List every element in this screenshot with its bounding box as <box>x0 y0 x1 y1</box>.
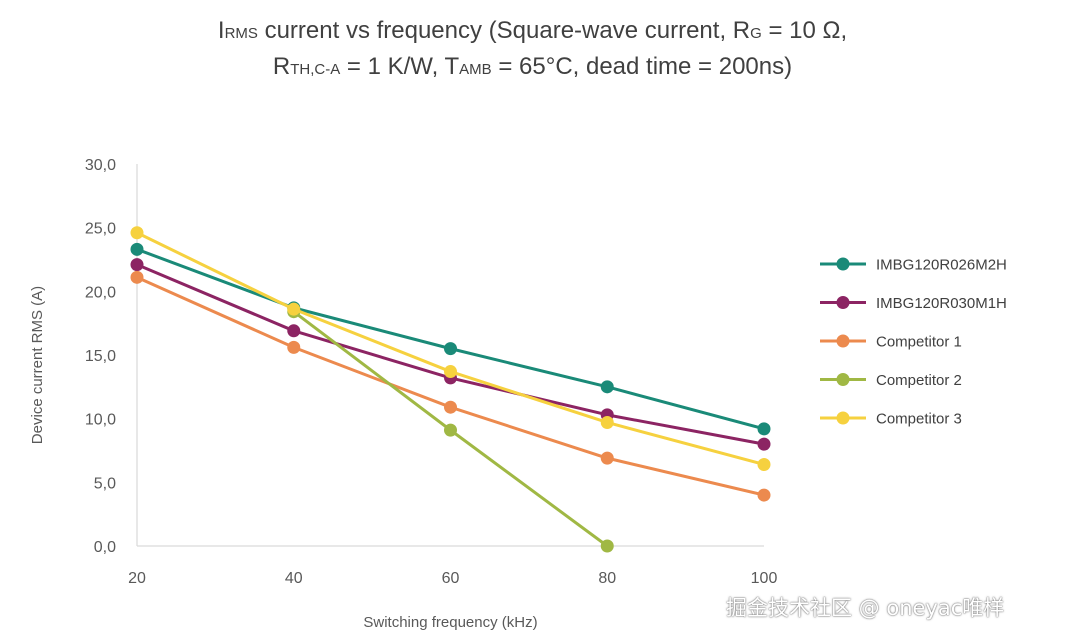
legend-item: Competitor 1 <box>820 334 962 351</box>
x-tick-label: 60 <box>442 570 460 587</box>
legend-label: Competitor 2 <box>876 372 962 389</box>
legend: IMBG120R026M2H IMBG120R030M1H Competitor 1… <box>820 257 1007 428</box>
chart-title: IRMS current vs frequency (Square-wave c… <box>0 14 1065 86</box>
data-point <box>287 340 301 354</box>
legend-label: Competitor 3 <box>876 411 962 428</box>
legend-item: Competitor 2 <box>820 372 962 389</box>
legend-marker <box>836 257 850 271</box>
chart-title-line-2: RTH,C-A = 1 K/W, TAMB = 65°C, dead time … <box>0 50 1065 86</box>
series-layer <box>130 226 771 553</box>
title-fragment: = 10 Ω, <box>761 17 848 44</box>
legend-label: Competitor 1 <box>876 334 962 351</box>
title-fragment: AMB <box>459 61 492 78</box>
data-point <box>757 458 771 472</box>
legend-label: IMBG120R026M2H <box>876 257 1007 274</box>
title-fragment: = 1 K/W, T <box>340 53 460 80</box>
x-tick-label: 100 <box>751 570 778 587</box>
data-point <box>287 324 301 338</box>
data-point <box>757 437 771 451</box>
legend-label: IMBG120R030M1H <box>876 295 1007 312</box>
x-axis-label: Switching frequency (kHz) <box>363 614 537 631</box>
legend-marker <box>836 296 850 309</box>
title-fragment: G <box>750 25 762 42</box>
legend-marker <box>836 373 850 386</box>
data-point <box>600 380 614 394</box>
data-point <box>444 400 457 414</box>
data-point <box>444 365 457 379</box>
legend-marker <box>836 411 850 425</box>
title-fragment: R <box>272 53 291 80</box>
data-point <box>600 451 614 465</box>
data-point <box>130 270 144 284</box>
legend-item: IMBG120R030M1H <box>820 295 1007 312</box>
legend-marker <box>836 334 850 348</box>
y-tick-label: 20,0 <box>85 284 116 301</box>
title-fragment: = 65°C, dead time = 200ns) <box>491 53 793 80</box>
y-tick-label: 10,0 <box>85 412 116 429</box>
data-point <box>130 258 144 272</box>
data-point <box>130 242 144 256</box>
title-fragment: current vs frequency (Square-wave curren… <box>257 17 751 44</box>
y-tick-label: 25,0 <box>85 221 116 238</box>
watermark: 掘金技术社区 @ oneyac唯样 <box>726 596 1005 620</box>
y-tick-label: 5,0 <box>94 475 116 492</box>
data-point <box>130 226 144 240</box>
x-tick-label: 80 <box>598 570 616 587</box>
y-tick-label: 30,0 <box>85 157 116 174</box>
data-point <box>600 415 614 429</box>
series-competitor-1 <box>130 270 771 502</box>
series-line <box>136 275 765 497</box>
legend-item: IMBG120R026M2H <box>820 257 1007 274</box>
y-tick-label: 15,0 <box>85 348 116 365</box>
title-fragment: TH,C-A <box>290 61 341 78</box>
y-axis-label: Device current RMS (A) <box>29 286 46 444</box>
x-tick-label: 40 <box>285 570 303 587</box>
y-tick-labels: 0,0 5,0 10,0 15,0 20,0 25,0 30,0 <box>85 157 116 556</box>
data-point <box>444 423 457 437</box>
title-fragment: I <box>217 17 225 44</box>
data-point <box>600 539 614 553</box>
legend-item: Competitor 3 <box>820 411 962 428</box>
series-competitor-3 <box>130 226 771 472</box>
data-point <box>757 422 771 436</box>
y-tick-label: 0,0 <box>94 539 116 556</box>
data-point <box>757 488 771 502</box>
x-tick-label: 20 <box>128 570 146 587</box>
title-fragment: RMS <box>224 25 258 42</box>
chart-title-line-1: IRMS current vs frequency (Square-wave c… <box>0 14 1065 50</box>
data-point <box>287 302 301 316</box>
data-point <box>444 342 457 356</box>
x-tick-labels: 20 40 60 80 100 <box>128 570 777 587</box>
